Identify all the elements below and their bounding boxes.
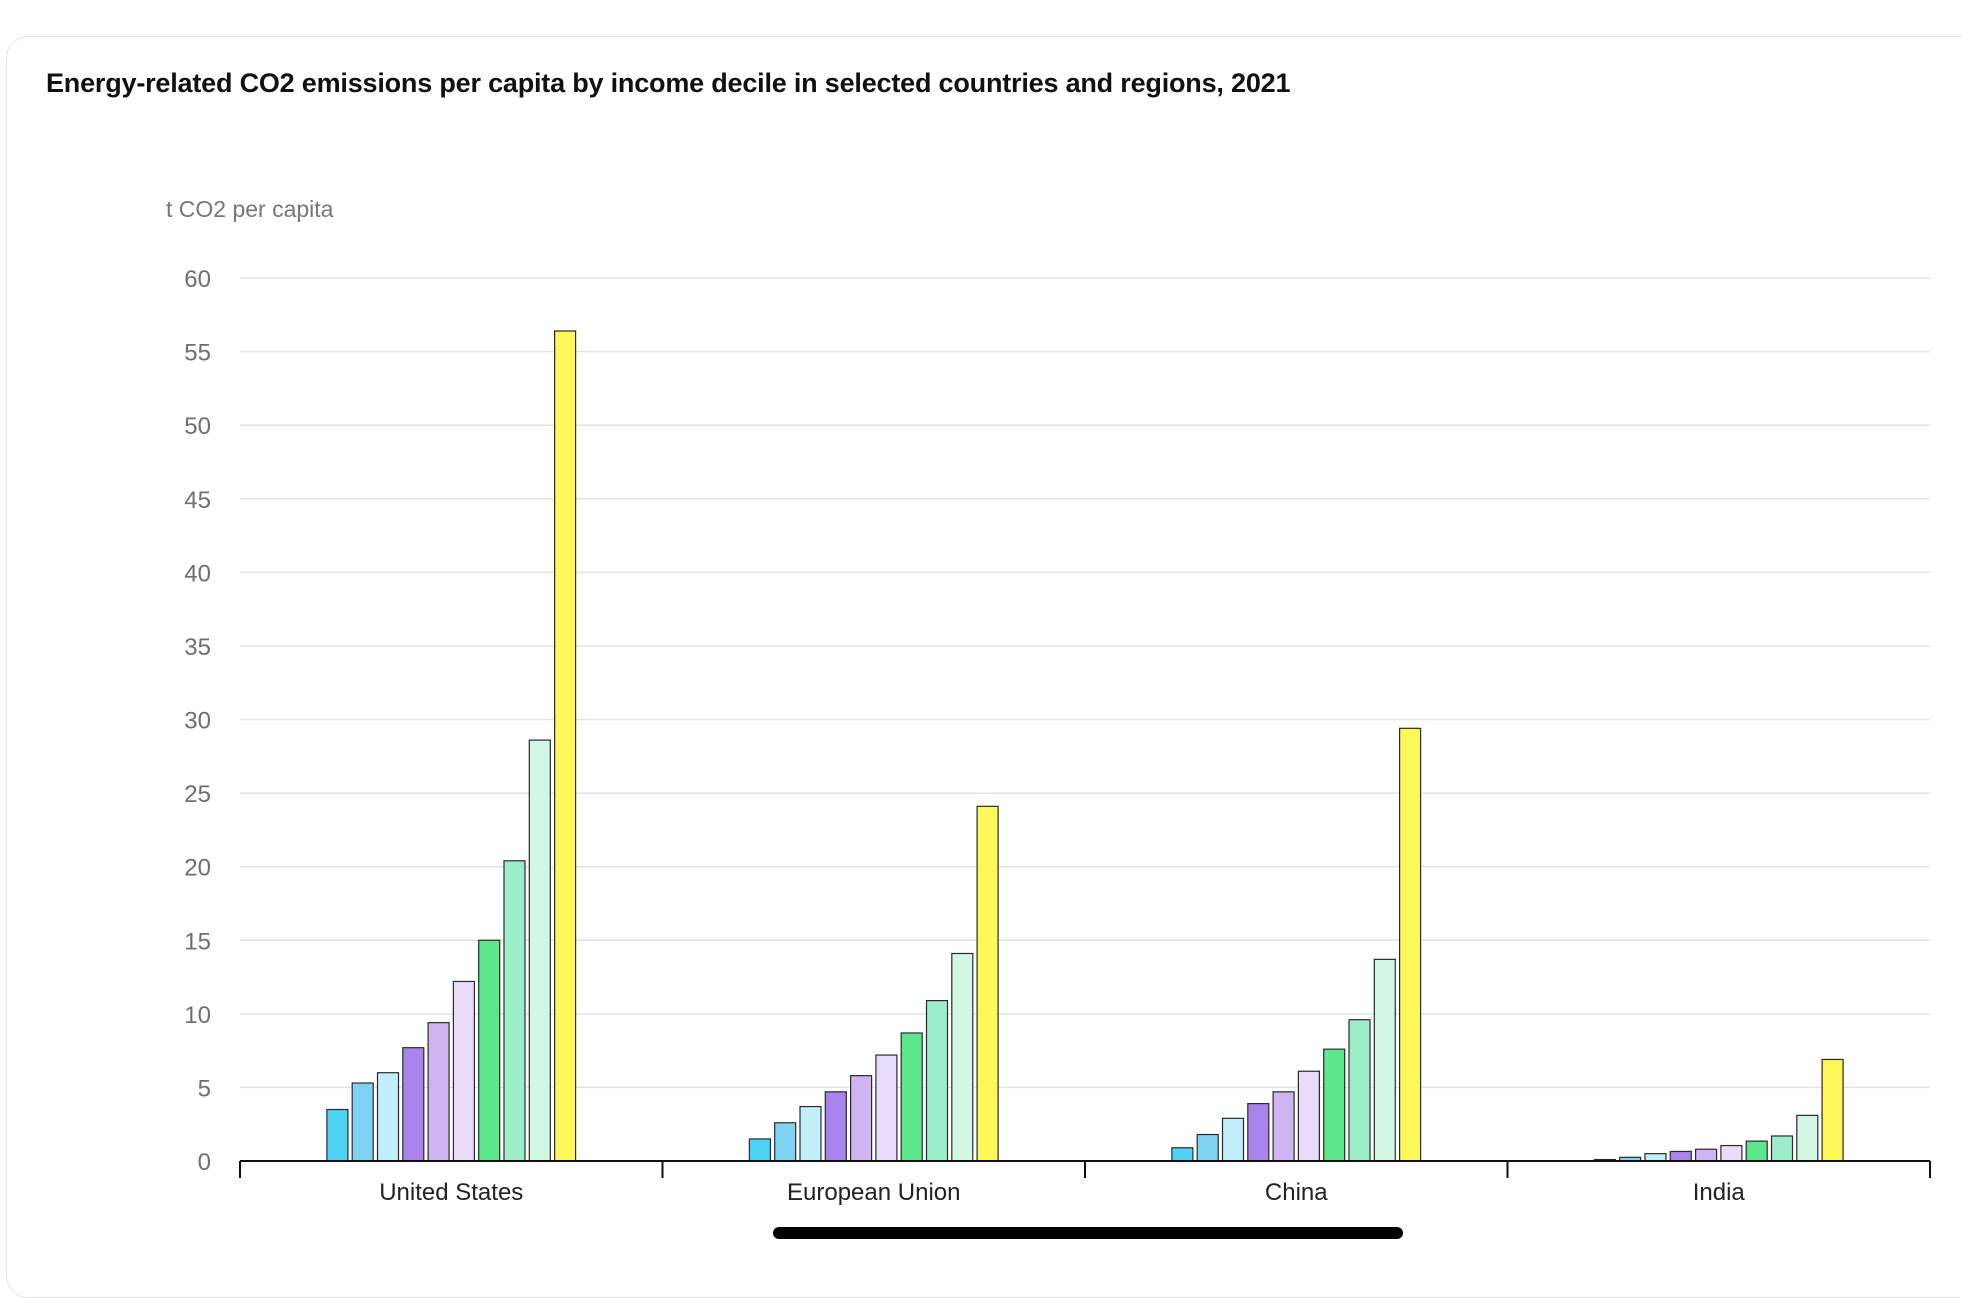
bar-china-decile-8[interactable] (1348, 1019, 1371, 1162)
y-tick-label: 25 (184, 781, 211, 808)
x-category-label: United States (379, 1179, 523, 1206)
y-tick-label: 50 (184, 413, 211, 440)
bar-united-states-decile-3[interactable] (376, 1072, 400, 1162)
x-axis (239, 1160, 1931, 1178)
y-tick-label: 30 (184, 708, 211, 735)
bar-european-union-decile-2[interactable] (774, 1122, 797, 1162)
y-tick-label: 35 (184, 634, 211, 661)
y-tick-label: 15 (184, 928, 211, 955)
y-tick-label: 10 (184, 1002, 211, 1029)
bar-india-decile-5[interactable] (1694, 1148, 1718, 1162)
bar-united-states-decile-4[interactable] (402, 1047, 425, 1162)
bar-united-states-decile-1[interactable] (326, 1108, 349, 1162)
bar-european-union-decile-8[interactable] (925, 999, 949, 1162)
bar-china-decile-10[interactable] (1398, 727, 1422, 1162)
y-tick-label: 60 (184, 266, 211, 293)
bar-european-union-decile-4[interactable] (824, 1091, 847, 1162)
bar-china-decile-2[interactable] (1196, 1133, 1219, 1162)
bar-united-states-decile-9[interactable] (528, 739, 551, 1162)
x-category-label: India (1693, 1179, 1746, 1206)
bar-india-decile-6[interactable] (1720, 1144, 1743, 1162)
y-tick-label: 45 (184, 487, 211, 514)
y-tick-label: 0 (198, 1149, 211, 1176)
bar-china-decile-5[interactable] (1272, 1091, 1295, 1162)
x-category-label: China (1265, 1179, 1328, 1206)
bar-india-decile-8[interactable] (1770, 1135, 1794, 1162)
category-labels: United States European Union China India (379, 1179, 1745, 1206)
bar-european-union-decile-10[interactable] (976, 805, 999, 1162)
bar-european-union-decile-9[interactable] (951, 952, 974, 1162)
bar-united-states-decile-6[interactable] (452, 980, 475, 1162)
bar-india-decile-3[interactable] (1644, 1153, 1667, 1162)
x-category-label: European Union (787, 1179, 960, 1206)
y-tick-label: 55 (184, 340, 211, 367)
bar-india-decile-7[interactable] (1745, 1140, 1768, 1162)
bar-united-states-decile-5[interactable] (427, 1022, 450, 1162)
bar-india-decile-9[interactable] (1796, 1114, 1819, 1162)
y-axis-label: t CO2 per capita (166, 196, 334, 222)
bar-united-states-decile-7[interactable] (478, 939, 501, 1162)
bar-china-decile-4[interactable] (1247, 1103, 1270, 1162)
bar-india-decile-4[interactable] (1669, 1150, 1692, 1162)
bar-european-union-decile-7[interactable] (900, 1032, 923, 1162)
bar-united-states-decile-2[interactable] (351, 1082, 374, 1162)
y-axis-ticks: 0 5 10 15 20 25 30 35 40 45 50 55 60 (184, 266, 211, 1176)
bar-china-decile-3[interactable] (1221, 1117, 1245, 1162)
bar-china-decile-9[interactable] (1373, 958, 1396, 1162)
bar-china-decile-7[interactable] (1323, 1048, 1346, 1162)
chart-title: Energy-related CO2 emissions per capita … (46, 68, 1291, 98)
bar-china-decile-6[interactable] (1297, 1070, 1321, 1162)
bar-european-union-decile-3[interactable] (799, 1105, 822, 1162)
bar-chart: 0 5 10 15 20 25 30 35 40 45 50 55 60 United States Eu… (184, 266, 1931, 1206)
y-tick-label: 5 (198, 1075, 211, 1102)
y-tick-label: 20 (184, 855, 211, 882)
scroll-indicator[interactable] (773, 1227, 1403, 1239)
bar-china-decile-1[interactable] (1171, 1147, 1194, 1162)
bars (326, 330, 1844, 1162)
bar-european-union-decile-6[interactable] (875, 1054, 898, 1162)
bar-united-states-decile-10[interactable] (553, 330, 577, 1162)
bar-india-decile-10[interactable] (1821, 1058, 1844, 1162)
bar-european-union-decile-1[interactable] (748, 1138, 772, 1162)
y-tick-label: 40 (184, 560, 211, 587)
bar-united-states-decile-8[interactable] (503, 860, 526, 1162)
bar-european-union-decile-5[interactable] (849, 1075, 873, 1162)
